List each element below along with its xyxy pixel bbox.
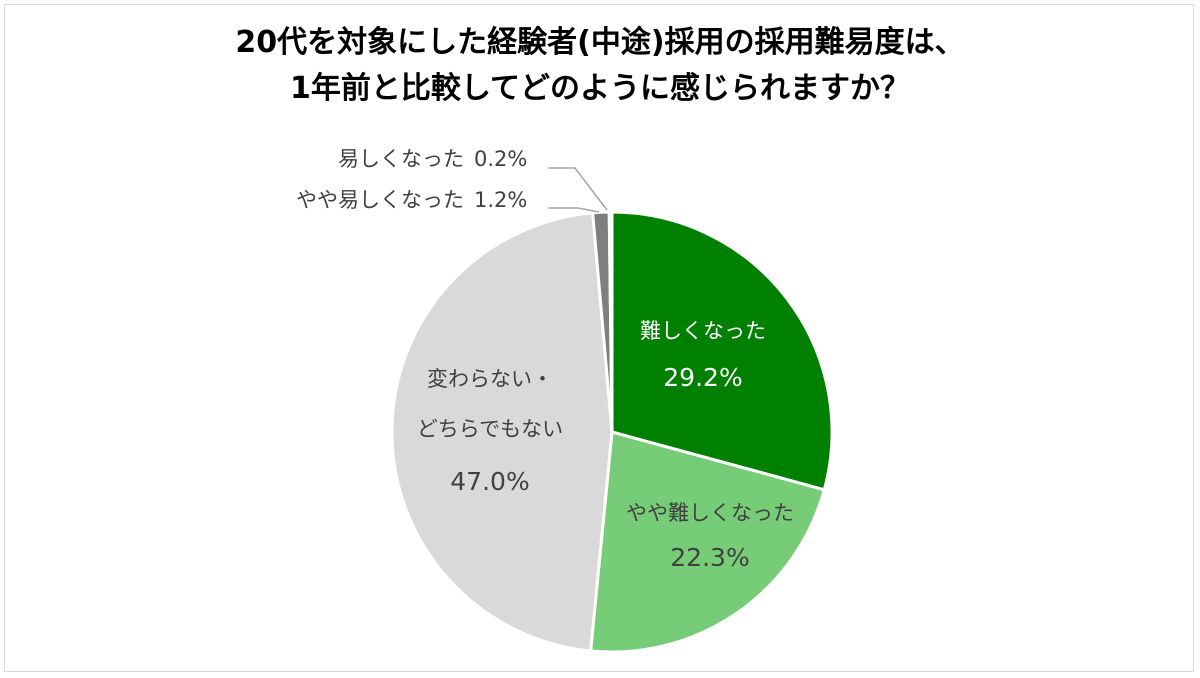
slice-hard: [610, 210, 834, 492]
pie-labels: 難しくなった 29.2% やや難しくなった 22.3% 変わらない・ どちらでも…: [296, 147, 794, 572]
chart-title-line-1: 20代を対象にした経験者(中途)採用の採用難易度は、: [235, 25, 965, 60]
slice-label-value-hard: 29.2%: [663, 363, 742, 392]
slice-label-category-unchanged-line-2: どちらでもない: [417, 417, 563, 441]
chart-title: 20代を対象にした経験者(中途)採用の採用難易度は、 1年前と比較してどのように…: [0, 20, 1200, 112]
leader-lines: [548, 167, 608, 213]
pie-slices: [390, 210, 834, 654]
leader-line-easy: [548, 167, 608, 211]
slice-somewhat-hard: [589, 430, 826, 654]
slice-label-category-somewhat-hard: やや難しくなった: [626, 501, 794, 525]
slice-label-value-somewhat-easy: 1.2%: [474, 188, 527, 212]
slice-label-category-hard: 難しくなった: [640, 319, 766, 343]
chart-title-line-2: 1年前と比較してどのように感じられますか？: [290, 71, 910, 106]
slice-label-value-easy: 0.2%: [474, 147, 527, 171]
slice-easy: [607, 210, 614, 434]
slice-unchanged: [390, 211, 614, 653]
slice-label-category-easy: 易しくなった: [338, 147, 464, 171]
slice-label-category-unchanged-line-1: 変わらない・: [427, 367, 553, 391]
leader-line-somewhat-easy: [548, 207, 600, 213]
slice-label-category-somewhat-easy: やや易しくなった: [296, 188, 464, 212]
slice-label-value-somewhat-hard: 22.3%: [670, 543, 749, 572]
slice-label-value-unchanged: 47.0%: [450, 467, 529, 496]
